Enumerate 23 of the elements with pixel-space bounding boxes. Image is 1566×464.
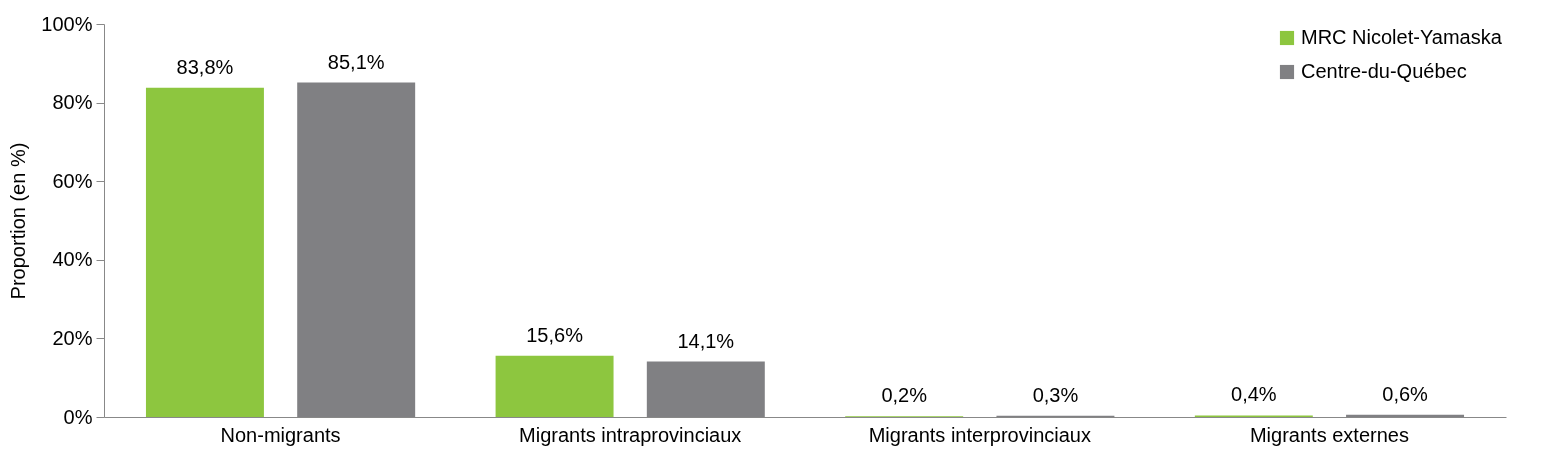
data-label: 0,3% xyxy=(1032,383,1079,406)
data-label: 0,2% xyxy=(881,384,928,407)
data-label: 14,1% xyxy=(677,329,735,352)
bar xyxy=(495,355,614,417)
x-tick-label: Migrants intraprovinciaux xyxy=(519,423,742,446)
data-label: 15,6% xyxy=(526,323,584,346)
x-tick-label: Non-migrants xyxy=(220,423,341,446)
data-label: 83,8% xyxy=(176,55,234,78)
y-axis-title: Proportion (en %) xyxy=(7,142,30,300)
y-tick-label: 60% xyxy=(52,169,93,192)
legend-label: Centre-du-Québec xyxy=(1301,60,1467,82)
data-label: 85,1% xyxy=(327,50,385,73)
y-tick-label: 80% xyxy=(52,91,93,114)
data-label: 0,6% xyxy=(1382,382,1429,405)
legend-label: MRC Nicolet-Yamaska xyxy=(1301,26,1503,48)
bar xyxy=(145,87,264,417)
y-tick-label: 20% xyxy=(52,326,93,349)
y-tick-label: 40% xyxy=(52,248,93,271)
data-label: 0,4% xyxy=(1231,383,1277,406)
y-tick-label: 100% xyxy=(41,12,93,35)
x-tick-label: Migrants interprovinciaux xyxy=(868,423,1091,446)
x-tick-label: Migrants externes xyxy=(1249,423,1409,446)
y-tick-label: 0% xyxy=(63,405,93,428)
